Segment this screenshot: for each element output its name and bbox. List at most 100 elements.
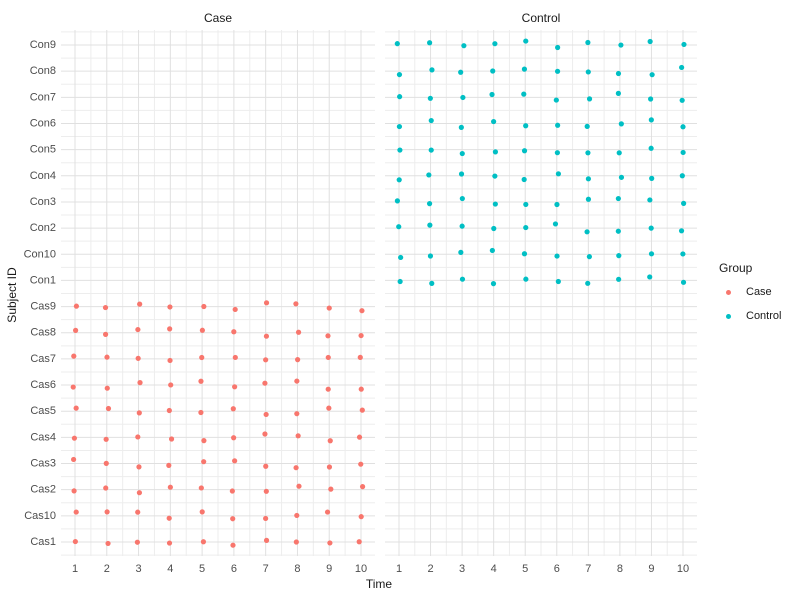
x-tick-label: 6 bbox=[554, 563, 560, 575]
data-point-control bbox=[647, 197, 653, 203]
y-tick-label: Cas9 bbox=[30, 301, 56, 313]
data-point-control bbox=[492, 173, 498, 179]
data-point-control bbox=[492, 201, 498, 207]
data-point-control bbox=[585, 69, 591, 75]
y-tick-label: Con6 bbox=[30, 117, 56, 129]
data-point-control bbox=[585, 280, 591, 286]
data-point-case bbox=[262, 380, 268, 386]
data-point-control bbox=[461, 43, 467, 49]
data-point-control bbox=[523, 38, 529, 44]
data-point-control bbox=[680, 124, 686, 130]
data-point-case bbox=[263, 300, 270, 306]
data-point-control bbox=[553, 97, 559, 103]
y-tick-label: Cas6 bbox=[30, 379, 56, 391]
data-point-case bbox=[263, 357, 269, 363]
data-point-control bbox=[616, 253, 622, 259]
x-tick-label: 9 bbox=[326, 563, 332, 575]
data-point-case bbox=[201, 459, 207, 465]
data-point-case bbox=[232, 458, 238, 464]
data-point-control bbox=[554, 201, 560, 208]
data-point-control bbox=[615, 228, 621, 234]
data-point-case bbox=[295, 329, 302, 335]
data-point-case bbox=[137, 380, 143, 386]
data-point-control bbox=[397, 147, 403, 153]
data-point-case bbox=[359, 484, 366, 490]
data-point-control bbox=[523, 224, 529, 231]
data-point-case bbox=[325, 333, 331, 339]
y-tick-label: Con8 bbox=[30, 65, 56, 77]
data-point-control bbox=[426, 201, 433, 207]
data-point-case bbox=[295, 433, 301, 439]
data-point-control bbox=[585, 39, 591, 46]
data-point-case bbox=[358, 514, 364, 520]
data-point-control bbox=[489, 247, 495, 254]
data-point-control bbox=[555, 278, 561, 285]
data-point-case bbox=[326, 305, 332, 311]
y-tick-label: Con2 bbox=[30, 222, 56, 234]
data-point-case bbox=[136, 490, 143, 496]
data-point-case bbox=[325, 386, 331, 392]
data-point-control bbox=[584, 123, 590, 129]
x-tick-label: 3 bbox=[135, 563, 141, 575]
data-point-control bbox=[679, 64, 685, 71]
data-point-control bbox=[648, 251, 655, 257]
data-point-control bbox=[396, 224, 402, 230]
data-point-control bbox=[647, 274, 653, 280]
data-point-case bbox=[102, 304, 109, 311]
data-point-control bbox=[585, 150, 591, 156]
data-point-control bbox=[427, 222, 433, 228]
panel-control bbox=[385, 30, 697, 556]
data-point-control bbox=[397, 94, 403, 100]
data-point-case bbox=[231, 435, 237, 441]
data-point-case bbox=[357, 354, 363, 360]
data-point-control bbox=[680, 149, 686, 156]
data-point-case bbox=[168, 382, 174, 388]
data-point-control bbox=[681, 41, 687, 48]
data-point-control bbox=[459, 150, 465, 157]
data-point-case bbox=[295, 357, 301, 363]
data-point-control bbox=[492, 149, 499, 155]
data-point-control bbox=[521, 148, 528, 154]
data-point-case bbox=[326, 405, 332, 411]
x-tick-label: 1 bbox=[396, 563, 402, 575]
data-point-control bbox=[586, 254, 592, 260]
legend-swatch-control-icon bbox=[726, 313, 731, 319]
data-point-control bbox=[427, 40, 433, 46]
data-point-case bbox=[72, 538, 78, 545]
data-point-control bbox=[554, 68, 561, 74]
data-point-case bbox=[105, 405, 112, 412]
data-point-control bbox=[647, 38, 653, 45]
data-point-case bbox=[73, 327, 79, 333]
facet-strip-case: Case bbox=[203, 11, 232, 25]
data-point-case bbox=[263, 537, 270, 543]
data-point-control bbox=[490, 68, 496, 74]
y-tick-label: Cas2 bbox=[30, 484, 56, 496]
data-point-control bbox=[458, 69, 464, 75]
x-tick-label: 2 bbox=[427, 563, 433, 575]
data-point-case bbox=[136, 410, 142, 416]
data-point-control bbox=[460, 94, 466, 101]
data-point-control bbox=[521, 91, 527, 97]
data-point-case bbox=[296, 483, 302, 489]
x-tick-label: 5 bbox=[199, 563, 205, 575]
data-point-control bbox=[398, 254, 404, 261]
data-point-control bbox=[554, 253, 560, 259]
legend-label-case: Case bbox=[746, 286, 772, 298]
data-point-case bbox=[262, 431, 268, 437]
data-point-case bbox=[328, 486, 334, 492]
data-point-control bbox=[459, 195, 465, 202]
data-point-control bbox=[681, 200, 687, 206]
data-point-case bbox=[103, 436, 109, 442]
data-point-case bbox=[358, 332, 364, 339]
x-tick-label: 4 bbox=[167, 563, 173, 575]
data-point-case bbox=[232, 354, 238, 361]
x-axis-title: Time bbox=[365, 577, 393, 591]
data-point-case bbox=[166, 540, 173, 546]
data-point-control bbox=[552, 221, 559, 227]
data-point-control bbox=[555, 44, 561, 51]
data-point-case bbox=[71, 353, 77, 359]
data-point-case bbox=[135, 326, 141, 333]
data-point-case bbox=[229, 488, 235, 494]
data-point-case bbox=[230, 542, 236, 548]
